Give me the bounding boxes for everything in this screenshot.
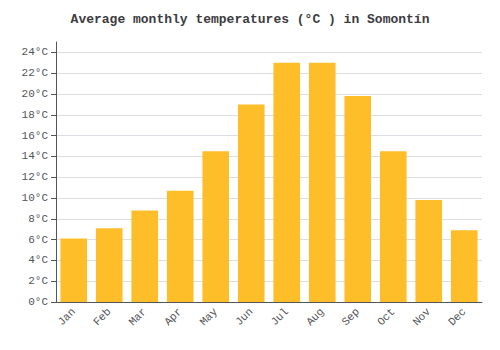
svg-text:14°C: 14°C <box>22 150 49 162</box>
svg-text:Feb: Feb <box>91 306 113 328</box>
svg-text:0°C: 0°C <box>28 296 48 308</box>
svg-text:Jul: Jul <box>269 306 291 328</box>
svg-text:Jan: Jan <box>56 306 78 328</box>
svg-text:2°C: 2°C <box>28 275 48 287</box>
svg-text:Mar: Mar <box>127 306 149 328</box>
svg-text:24°C: 24°C <box>22 46 49 58</box>
svg-text:16°C: 16°C <box>22 130 49 142</box>
svg-text:May: May <box>198 305 221 328</box>
svg-text:Nov: Nov <box>411 305 434 328</box>
svg-text:Sep: Sep <box>340 306 362 328</box>
svg-text:22°C: 22°C <box>22 67 49 79</box>
svg-text:10°C: 10°C <box>22 192 49 204</box>
svg-text:Jun: Jun <box>233 306 255 328</box>
svg-text:Aug: Aug <box>304 306 326 328</box>
svg-text:Average monthly temperatures (: Average monthly temperatures (°C ) in So… <box>71 12 430 27</box>
svg-text:20°C: 20°C <box>22 88 49 100</box>
svg-text:Apr: Apr <box>162 306 184 328</box>
svg-text:4°C: 4°C <box>28 254 48 266</box>
svg-text:6°C: 6°C <box>28 234 48 246</box>
svg-text:12°C: 12°C <box>22 171 49 183</box>
svg-text:Oct: Oct <box>375 306 397 328</box>
svg-text:Dec: Dec <box>446 306 468 328</box>
svg-text:18°C: 18°C <box>22 109 49 121</box>
svg-text:8°C: 8°C <box>28 213 48 225</box>
